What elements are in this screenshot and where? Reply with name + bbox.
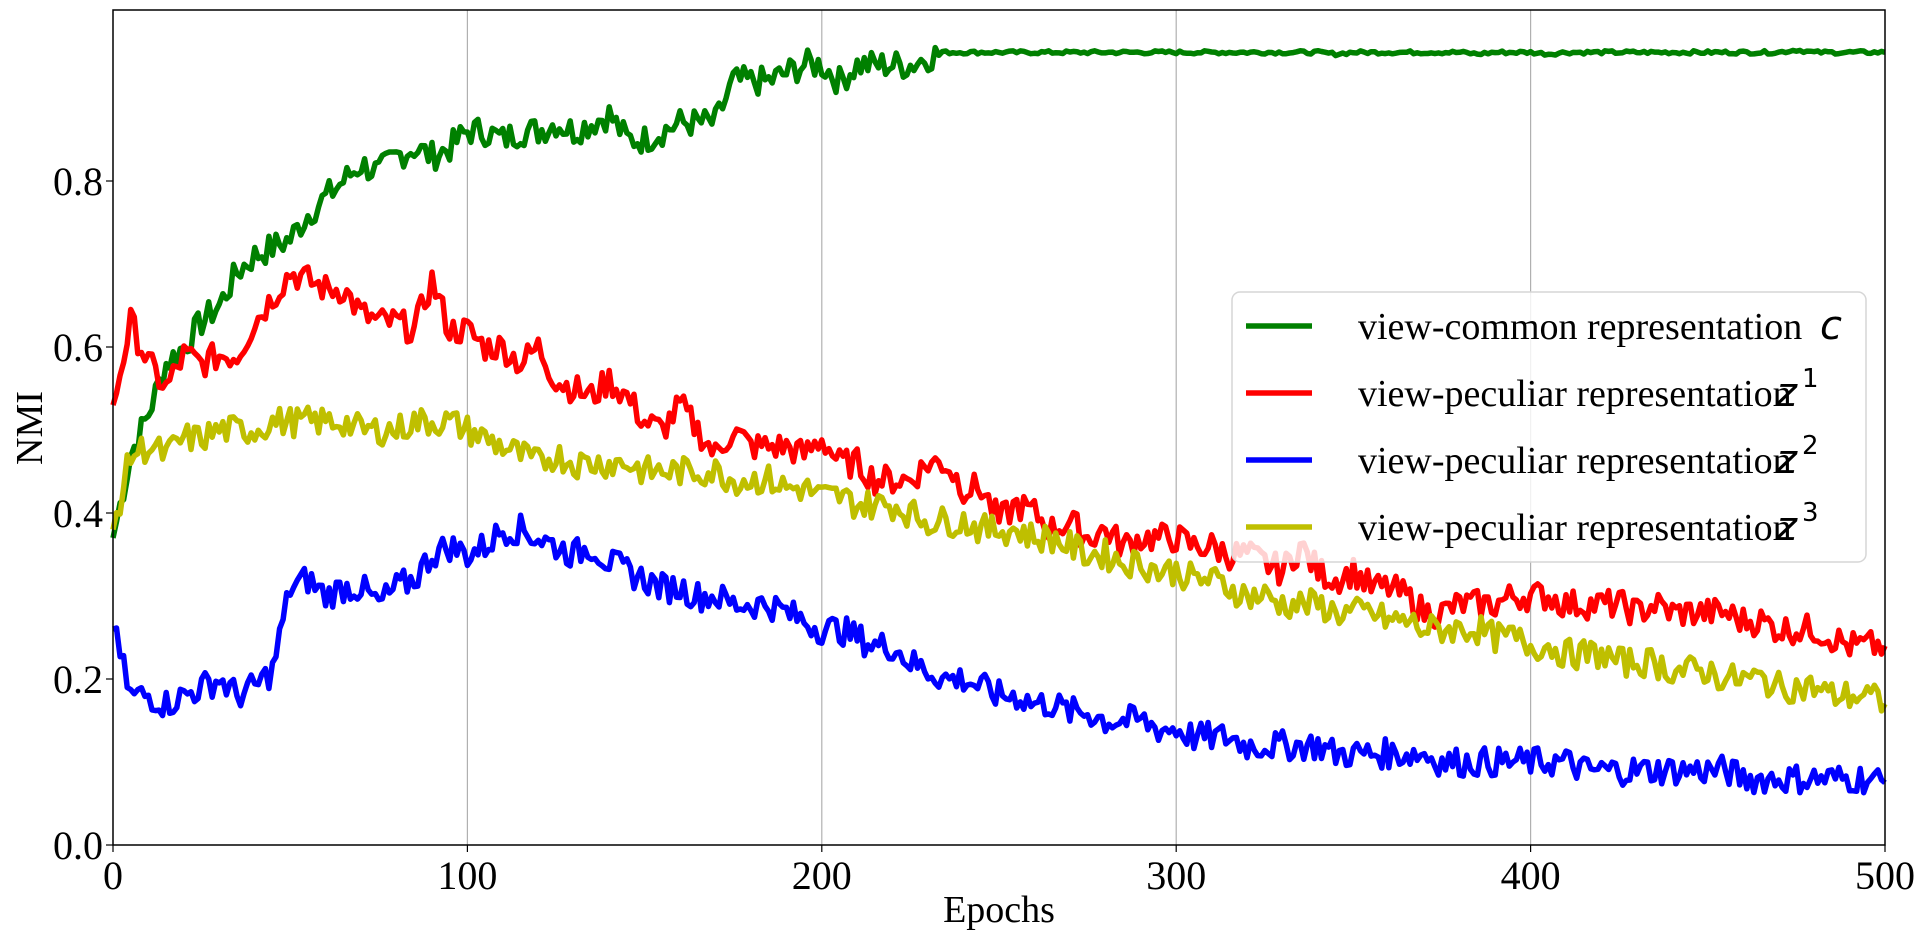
- x-tick-label: 0: [103, 853, 123, 898]
- legend-math-symbol: z: [1775, 504, 1798, 550]
- series-line-4: [110, 404, 1888, 714]
- legend-superscript: 2: [1802, 431, 1819, 461]
- legend-label: view-common representation: [1358, 306, 1802, 348]
- series-line-3: [112, 512, 1887, 796]
- y-tick-label: 0.0: [53, 823, 103, 868]
- y-tick-label: 0.8: [53, 159, 103, 204]
- y-tick-label: 0.2: [53, 657, 103, 702]
- x-tick-label: 400: [1501, 853, 1561, 898]
- legend-label: view-peculiar representation: [1358, 440, 1792, 482]
- series-line-1: [110, 44, 1886, 539]
- x-axis-label: Epochs: [943, 889, 1055, 931]
- legend-superscript: 1: [1802, 364, 1819, 394]
- legend-math-symbol: z: [1775, 437, 1798, 483]
- y-axis-label: NMI: [9, 391, 51, 465]
- legend-box: [1231, 291, 1867, 563]
- legend: view-common representation c view-peculia…: [1231, 291, 1867, 563]
- legend-math-symbol: c: [1820, 303, 1842, 349]
- y-axis-ticks: 0.0 0.2 0.4 0.6 0.8: [53, 159, 113, 868]
- legend-label: view-peculiar representation: [1358, 507, 1792, 549]
- legend-label: view-peculiar representation: [1358, 373, 1792, 415]
- legend-superscript: 3: [1802, 498, 1819, 528]
- plot-frame: [112, 9, 1886, 846]
- x-tick-label: 300: [1146, 853, 1206, 898]
- series-lines: [110, 44, 1888, 796]
- y-tick-label: 0.4: [53, 491, 103, 536]
- x-axis-ticks: 0 100 200 300 400 500: [103, 845, 1915, 898]
- x-tick-label: 100: [437, 853, 497, 898]
- x-tick-label: 500: [1855, 853, 1915, 898]
- x-tick-label: 200: [792, 853, 852, 898]
- legend-math-symbol: z: [1775, 370, 1798, 416]
- series-line-2: [110, 264, 1888, 658]
- y-tick-label: 0.6: [53, 325, 103, 370]
